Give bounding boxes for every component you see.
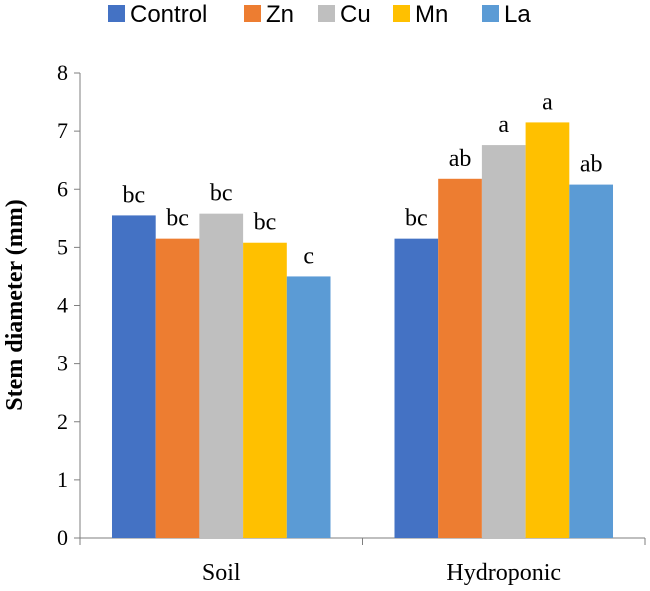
y-tick-label: 3 (57, 351, 68, 376)
significance-label: ab (580, 152, 603, 178)
legend-label-zn: Zn (266, 1, 294, 28)
bar-soil-cu (199, 213, 244, 538)
y-tick-label: 2 (57, 409, 68, 434)
legend-label-cu: Cu (340, 1, 371, 28)
legend-swatch-zn (244, 5, 261, 22)
significance-label: a (498, 112, 509, 138)
bars (111, 122, 614, 538)
x-category-label: Soil (202, 560, 241, 586)
significance-label: bc (210, 181, 233, 207)
significance-label: bc (166, 206, 189, 232)
y-tick-label: 8 (57, 60, 68, 85)
x-axis: Soil Hydroponic (79, 537, 646, 586)
y-tick-label: 1 (57, 467, 68, 492)
bar-soil-control (111, 215, 156, 538)
significance-label: bc (123, 182, 146, 208)
legend-swatch-cu (318, 5, 335, 22)
significance-label: c (303, 243, 314, 269)
legend-label-control: Control (130, 1, 207, 28)
bar-hydroponic-mn (525, 122, 570, 538)
x-category-label: Hydroponic (446, 560, 561, 586)
bar-hydroponic-control (394, 238, 439, 538)
y-tick-label: 7 (57, 118, 68, 143)
bar-soil-la (286, 276, 331, 538)
bar-hydroponic-la (569, 184, 614, 538)
bar-hydroponic-cu (481, 145, 526, 538)
bar-hydroponic-zn (438, 178, 482, 538)
significance-label: a (542, 89, 553, 115)
legend-label-la: La (504, 1, 531, 28)
y-tick-label: 0 (57, 525, 68, 550)
legend-swatch-la (482, 5, 499, 22)
significance-label: bc (254, 210, 277, 236)
significance-label: ab (449, 146, 472, 172)
significance-label: bc (405, 206, 428, 232)
bar-soil-mn (243, 242, 287, 538)
y-tick-label: 6 (57, 176, 68, 201)
legend-label-mn: Mn (415, 1, 448, 28)
y-axis: 0 1 2 3 4 5 6 7 8 (57, 60, 81, 550)
legend: Control Zn Cu Mn La (108, 1, 531, 28)
legend-swatch-mn (393, 5, 410, 22)
legend-swatch-control (108, 5, 125, 22)
y-tick-label: 4 (57, 293, 68, 318)
bar-soil-zn (155, 238, 200, 538)
y-axis-label: Stem diameter (mm) (2, 199, 28, 410)
y-tick-label: 5 (57, 234, 68, 259)
